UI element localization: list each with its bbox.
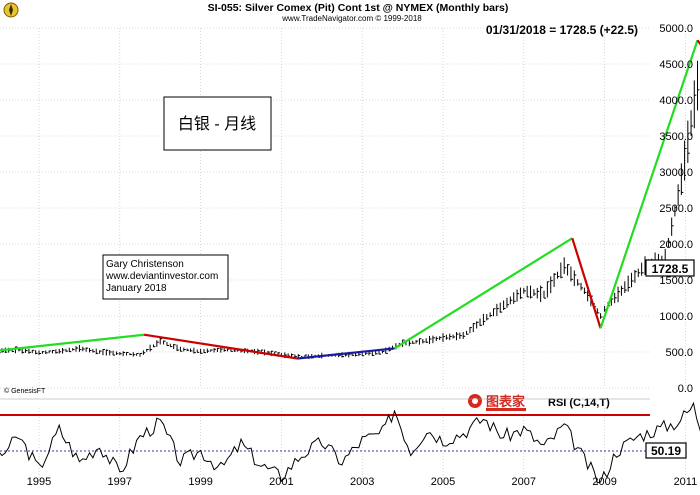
rsi-last-text: 50.19: [651, 444, 681, 458]
price-tick-label: 1000.0: [659, 311, 693, 323]
author-line-2: www.deviantinvestor.com: [105, 271, 218, 282]
chinese-label: 白银 - 月线: [178, 115, 256, 133]
price-tick-label: 3500.0: [659, 131, 693, 143]
watermark-logo: 图表家: [468, 394, 526, 411]
year-tick-label: 1999: [188, 476, 212, 488]
year-tick-label: 2001: [269, 476, 293, 488]
price-label: 01/31/2018 = 1728.5 (+22.5): [486, 23, 638, 37]
price-tick-label: 500.0: [665, 347, 693, 359]
year-tick-label: 2005: [431, 476, 455, 488]
price-tick-label: 4000.0: [659, 95, 693, 107]
compass-icon: [3, 2, 19, 18]
chart-title: SI-055: Silver Comex (Pit) Cont 1st @ NY…: [208, 2, 509, 14]
rsi-last-marker: 50.19: [645, 442, 687, 459]
year-tick-label: 2009: [592, 476, 616, 488]
price-tick-label: 2000.0: [659, 239, 693, 251]
author-box: Gary Christenson www.deviantinvestor.com…: [102, 254, 229, 300]
price-tick-label: 5000.0: [659, 23, 693, 35]
year-tick-label: 2011: [674, 476, 698, 488]
price-tick-label: 2500.0: [659, 203, 693, 215]
trend-line-down: [571, 237, 602, 329]
price-tick-label: 0.0: [678, 383, 693, 395]
chinese-label-box: 白银 - 月线: [163, 96, 272, 151]
price-grid: [0, 27, 686, 389]
trend-lines: [0, 39, 700, 360]
author-line-3: January 2018: [106, 283, 167, 294]
trend-line-up: [393, 237, 573, 350]
last-price-marker: 1728.5: [645, 259, 695, 277]
rsi-title: RSI (C,14,T): [548, 397, 610, 409]
year-tick-label: 1995: [27, 476, 51, 488]
logo-text: 图表家: [486, 394, 526, 409]
price-axis-labels: 5000.0 4500.0 4000.0 3500.0 3000.0 2500.0 2000…: [659, 23, 693, 395]
last-price-text: 1728.5: [652, 262, 689, 276]
year-tick-label: 2007: [512, 476, 536, 488]
source-label: © GenesisFT: [4, 387, 46, 395]
price-tick-label: 4500.0: [659, 59, 693, 71]
price-tick-label: 3000.0: [659, 167, 693, 179]
time-axis-labels: 1995199719992001200320052007200920112013…: [27, 476, 698, 488]
year-tick-label: 1997: [108, 476, 132, 488]
chart-subtitle: www.TradeNavigator.com © 1999-2018: [281, 14, 422, 23]
trend-line-up: [599, 39, 699, 329]
author-line-1: Gary Christenson: [106, 259, 184, 270]
rsi-grid: [38, 408, 686, 480]
year-tick-label: 2003: [350, 476, 374, 488]
trend-line-blue: [297, 347, 395, 360]
trend-line-down: [143, 333, 298, 360]
rsi-line: [0, 401, 700, 484]
price-tick-label: 1500.0: [659, 275, 693, 287]
trend-line-up: [0, 333, 145, 352]
